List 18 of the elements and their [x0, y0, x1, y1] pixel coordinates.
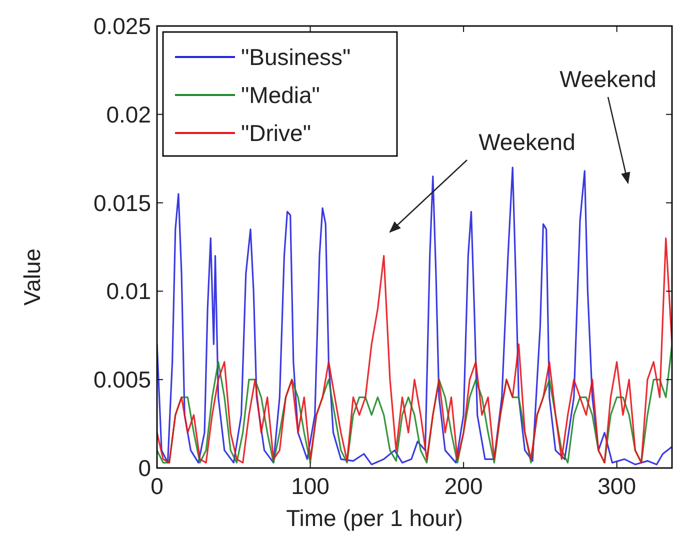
legend-label: "Media": [241, 82, 320, 108]
x-tick-label: 300: [598, 473, 636, 499]
annotation: Weekend: [478, 129, 576, 155]
y-tick-label: 0.02: [106, 101, 151, 128]
y-tick-label: 0.025: [93, 13, 151, 39]
y-tick-label: 0.01: [106, 278, 151, 304]
legend-label: "Business": [241, 44, 351, 70]
y-tick-label: 0.005: [93, 366, 151, 393]
legend-label: "Drive": [241, 120, 311, 146]
x-axis-title: Time (per 1 hour): [286, 505, 463, 531]
x-tick-label: 100: [291, 473, 330, 499]
y-tick-label: 0: [138, 455, 151, 481]
line-series: [157, 166, 672, 466]
y-axis-title: Value: [19, 248, 45, 306]
y-tick-label: 0.015: [93, 190, 151, 216]
line-series: [157, 237, 672, 464]
annotation: Weekend: [560, 66, 656, 92]
x-tick-label: 200: [444, 473, 483, 499]
